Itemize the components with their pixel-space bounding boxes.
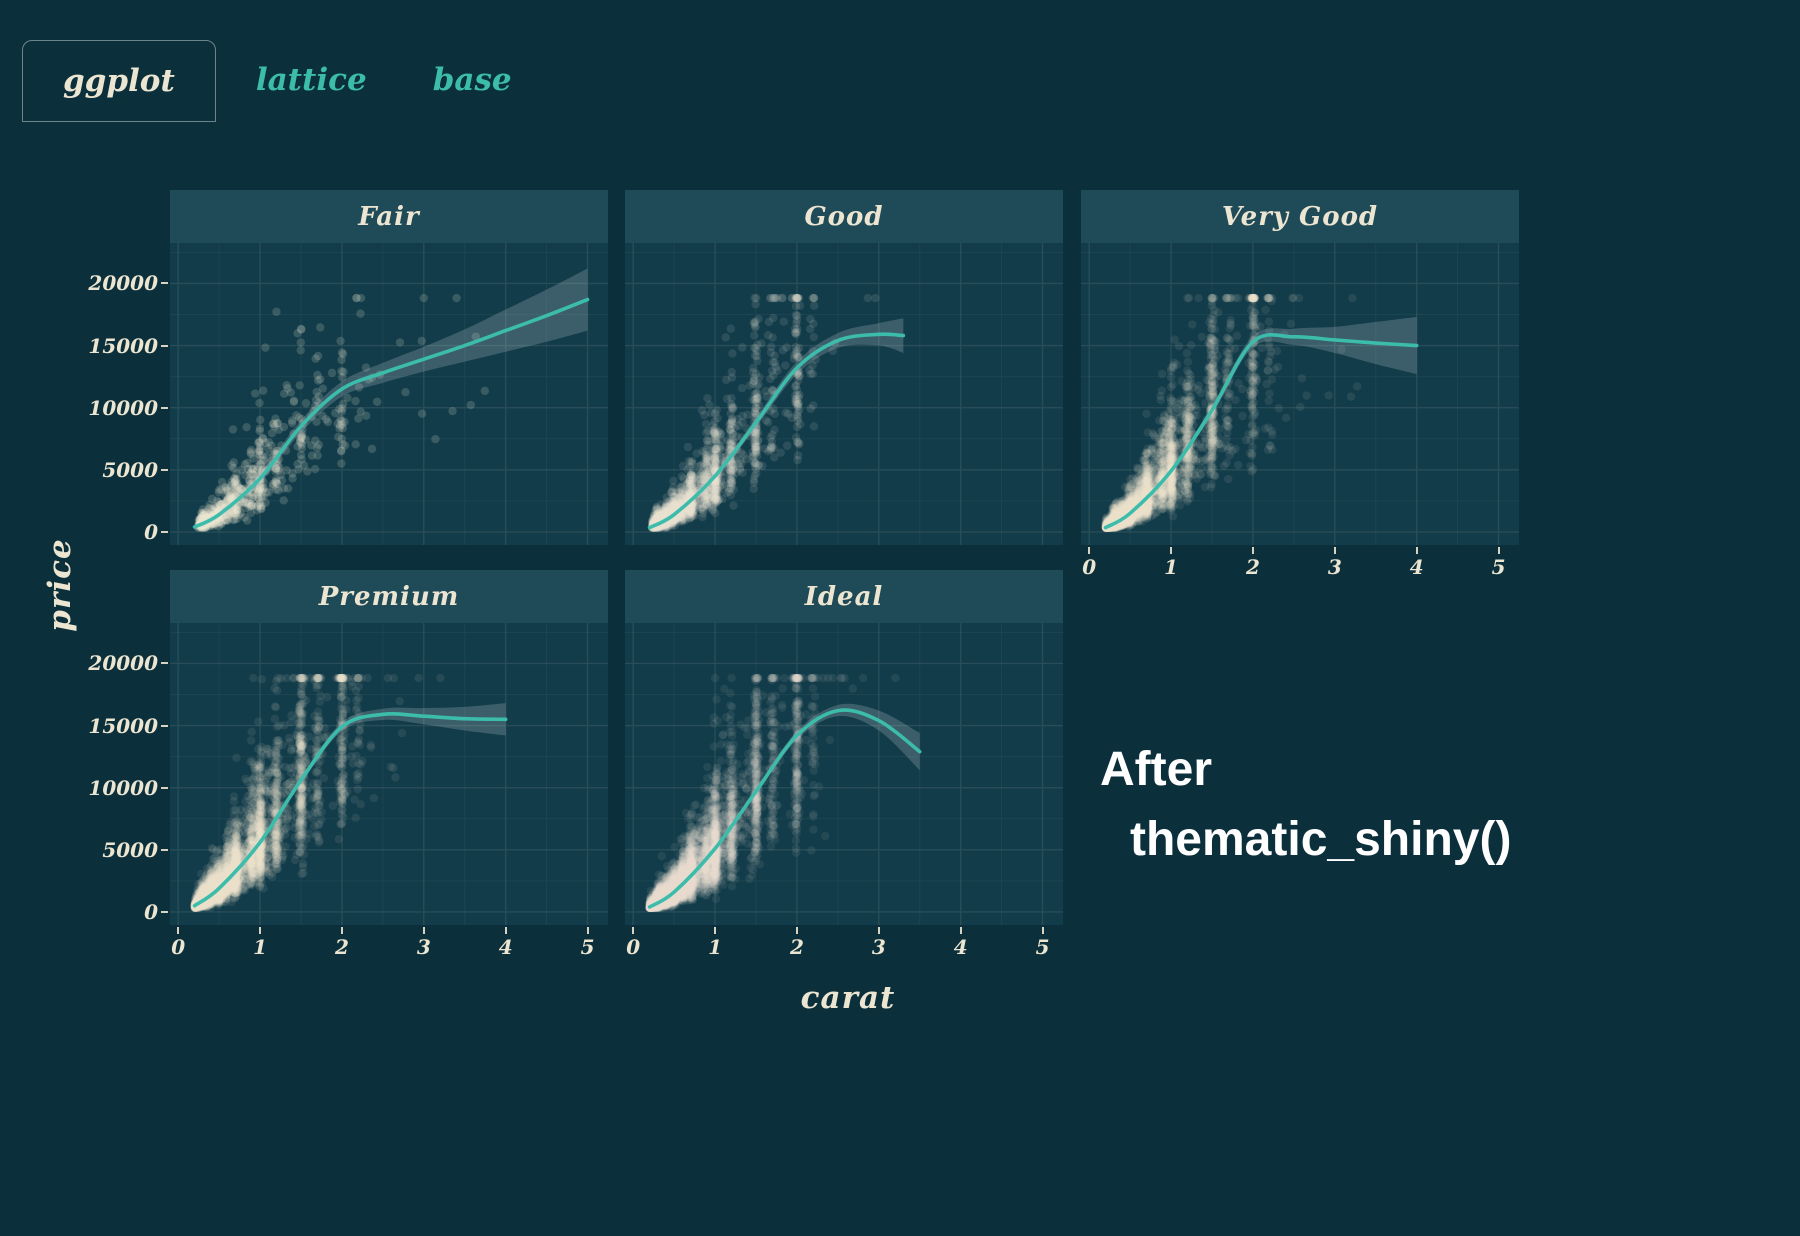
facet-strip-fair: Fair [170,190,608,243]
x-tick-label: 4 [953,935,968,959]
facet-strip-very-good: Very Good [1081,190,1519,243]
facet-strip-premium: Premium [170,570,608,623]
tab-ggplot[interactable]: ggplot [22,40,216,122]
x-tick-label: 3 [871,935,886,959]
x-tick-mark [340,927,343,934]
x-tick-mark [1415,547,1418,554]
x-tick-label: 1 [1164,555,1178,579]
x-tick-mark [1251,547,1254,554]
x-tick-label: 3 [1327,555,1342,579]
annotation-text: After thematic_shiny() [1100,735,1511,874]
x-tick-label: 5 [580,935,595,959]
y-tick-label: 10000 [88,775,158,800]
x-tick-mark [1041,927,1044,934]
x-tick-label: 1 [253,935,267,959]
tab-lattice[interactable]: lattice [255,62,367,98]
y-tick-label: 0 [144,899,158,924]
x-tick-mark [1497,547,1500,554]
y-tick-mark [161,344,168,347]
x-tick-mark [877,927,880,934]
annotation-line-2: thematic_shiny() [1130,812,1512,866]
y-tick-label: 15000 [88,713,158,738]
x-tick-mark [1333,547,1336,554]
facet-panel-fair [170,243,608,545]
y-tick-mark [161,848,168,851]
facet-panel-premium [170,623,608,925]
x-tick-mark [959,927,962,934]
x-tick-mark [504,927,507,934]
y-tick-mark [161,910,168,913]
x-tick-mark [632,927,635,934]
x-tick-label: 2 [1245,555,1260,579]
x-tick-label: 5 [1491,555,1506,579]
x-tick-mark [795,927,798,934]
y-tick-mark [161,724,168,727]
facet-fair: Fair [170,190,608,545]
facet-premium: Premium [170,570,608,925]
y-tick-label: 20000 [88,651,158,676]
x-tick-label: 0 [626,935,641,959]
facet-panel-ideal [625,623,1063,925]
x-tick-label: 5 [1035,935,1050,959]
x-tick-mark [586,927,589,934]
facet-panel-good [625,243,1063,545]
y-tick-label: 15000 [88,333,158,358]
x-tick-label: 2 [334,935,349,959]
y-tick-label: 5000 [102,837,158,862]
y-tick-mark [161,786,168,789]
y-tick-mark [161,468,168,471]
x-tick-mark [1088,547,1091,554]
x-tick-label: 4 [1409,555,1424,579]
x-tick-label: 1 [708,935,722,959]
facet-very-good: Very Good [1081,190,1519,545]
facet-good: Good [625,190,1063,545]
x-tick-mark [422,927,425,934]
x-tick-label: 4 [498,935,513,959]
facet-ideal: Ideal [625,570,1063,925]
y-tick-mark [161,530,168,533]
x-tick-mark [1170,547,1173,554]
x-tick-label: 2 [789,935,804,959]
facet-strip-ideal: Ideal [625,570,1063,623]
y-tick-label: 10000 [88,395,158,420]
y-axis-title: price [42,538,78,632]
y-tick-mark [161,406,168,409]
y-tick-mark [161,282,168,285]
tab-bar: ggplot lattice base [22,40,538,122]
y-tick-mark [161,662,168,665]
x-tick-mark [259,927,262,934]
tab-base[interactable]: base [432,62,512,98]
x-tick-label: 0 [171,935,186,959]
y-tick-label: 20000 [88,271,158,296]
y-tick-label: 5000 [102,457,158,482]
x-tick-mark [177,927,180,934]
annotation-line-1: After [1100,743,1213,796]
y-tick-label: 0 [144,519,158,544]
x-tick-label: 3 [416,935,431,959]
facet-panel-very-good [1081,243,1519,545]
x-axis-title: carat [800,980,896,1016]
x-tick-mark [714,927,717,934]
facet-strip-good: Good [625,190,1063,243]
x-tick-label: 0 [1082,555,1097,579]
